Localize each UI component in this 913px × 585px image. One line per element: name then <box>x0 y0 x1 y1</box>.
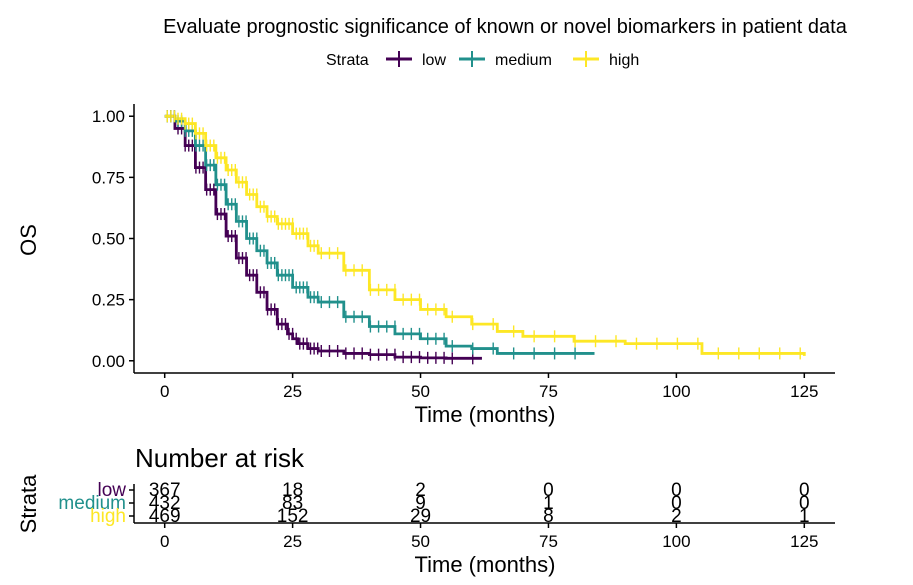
legend-key-medium <box>459 51 485 67</box>
risk-value-medium: 9 <box>415 493 426 514</box>
risk-row-label-medium: medium <box>58 493 126 514</box>
legend-key-high <box>573 51 599 67</box>
risk-x-tick-label: 125 <box>790 532 818 551</box>
x-ticks: 0 25 50 75 100 125 <box>160 373 818 401</box>
risk-row-label-high: high <box>90 506 126 527</box>
y-axis-label: OS <box>16 224 41 256</box>
risk-value-medium: 0 <box>671 493 682 514</box>
risk-x-tick-label: 50 <box>411 532 430 551</box>
legend-title: Strata <box>326 52 369 69</box>
risk-y-axis-label: Strata <box>16 474 41 533</box>
x-tick-label: 0 <box>160 382 169 401</box>
y-tick-label: 0.50 <box>92 230 125 249</box>
risk-value-medium: 432 <box>149 493 181 514</box>
risk-value-high: 8 <box>543 506 554 527</box>
x-tick-label: 125 <box>790 382 818 401</box>
risk-table-title: Number at risk <box>135 443 305 473</box>
x-tick-label: 25 <box>283 382 302 401</box>
km-curve-low <box>164 114 482 360</box>
risk-value-low: 0 <box>543 480 554 501</box>
risk-x-tick-label: 100 <box>662 532 690 551</box>
risk-value-low: 2 <box>415 480 426 501</box>
risk-value-high: 1 <box>799 506 810 527</box>
series-lines <box>164 114 806 360</box>
y-tick-label: 1.00 <box>92 107 125 126</box>
risk-value-medium: 1 <box>543 493 554 514</box>
risk-value-low: 18 <box>282 480 303 501</box>
risk-x-tick-label: 75 <box>539 532 558 551</box>
legend-label-high: high <box>609 52 639 69</box>
risk-value-low: 0 <box>671 480 682 501</box>
legend-label-medium: medium <box>495 52 552 69</box>
x-tick-label: 100 <box>662 382 690 401</box>
risk-value-high: 152 <box>277 506 309 527</box>
y-tick-label: 0.00 <box>92 352 125 371</box>
risk-value-low: 367 <box>149 480 181 501</box>
risk-value-high: 469 <box>149 506 181 527</box>
risk-value-high: 29 <box>410 506 431 527</box>
risk-row-label-low: low <box>97 480 126 501</box>
x-tick-label: 75 <box>539 382 558 401</box>
chart-title: Evaluate prognostic significance of know… <box>163 16 848 38</box>
y-tick-label: 0.75 <box>92 168 125 187</box>
censor-marks <box>166 110 801 365</box>
risk-value-medium: 83 <box>282 493 303 514</box>
risk-x-axis-label: Time (months) <box>415 552 556 577</box>
y-ticks: 0.00 0.25 0.50 0.75 1.00 <box>92 107 134 371</box>
risk-x-tick-label: 0 <box>160 532 169 551</box>
km-curve-high <box>164 114 806 356</box>
y-tick-label: 0.25 <box>92 291 125 310</box>
risk-x-ticks: 0 25 50 75 100 125 <box>160 523 818 551</box>
x-axis-label: Time (months) <box>415 402 556 427</box>
risk-value-low: 0 <box>799 480 810 501</box>
legend-key-low <box>386 51 412 67</box>
legend-label-low: low <box>422 52 446 69</box>
x-tick-label: 50 <box>411 382 430 401</box>
risk-value-high: 2 <box>671 506 682 527</box>
risk-x-tick-label: 25 <box>283 532 302 551</box>
legend: Strata low medium high <box>326 51 639 69</box>
risk-value-medium: 0 <box>799 493 810 514</box>
